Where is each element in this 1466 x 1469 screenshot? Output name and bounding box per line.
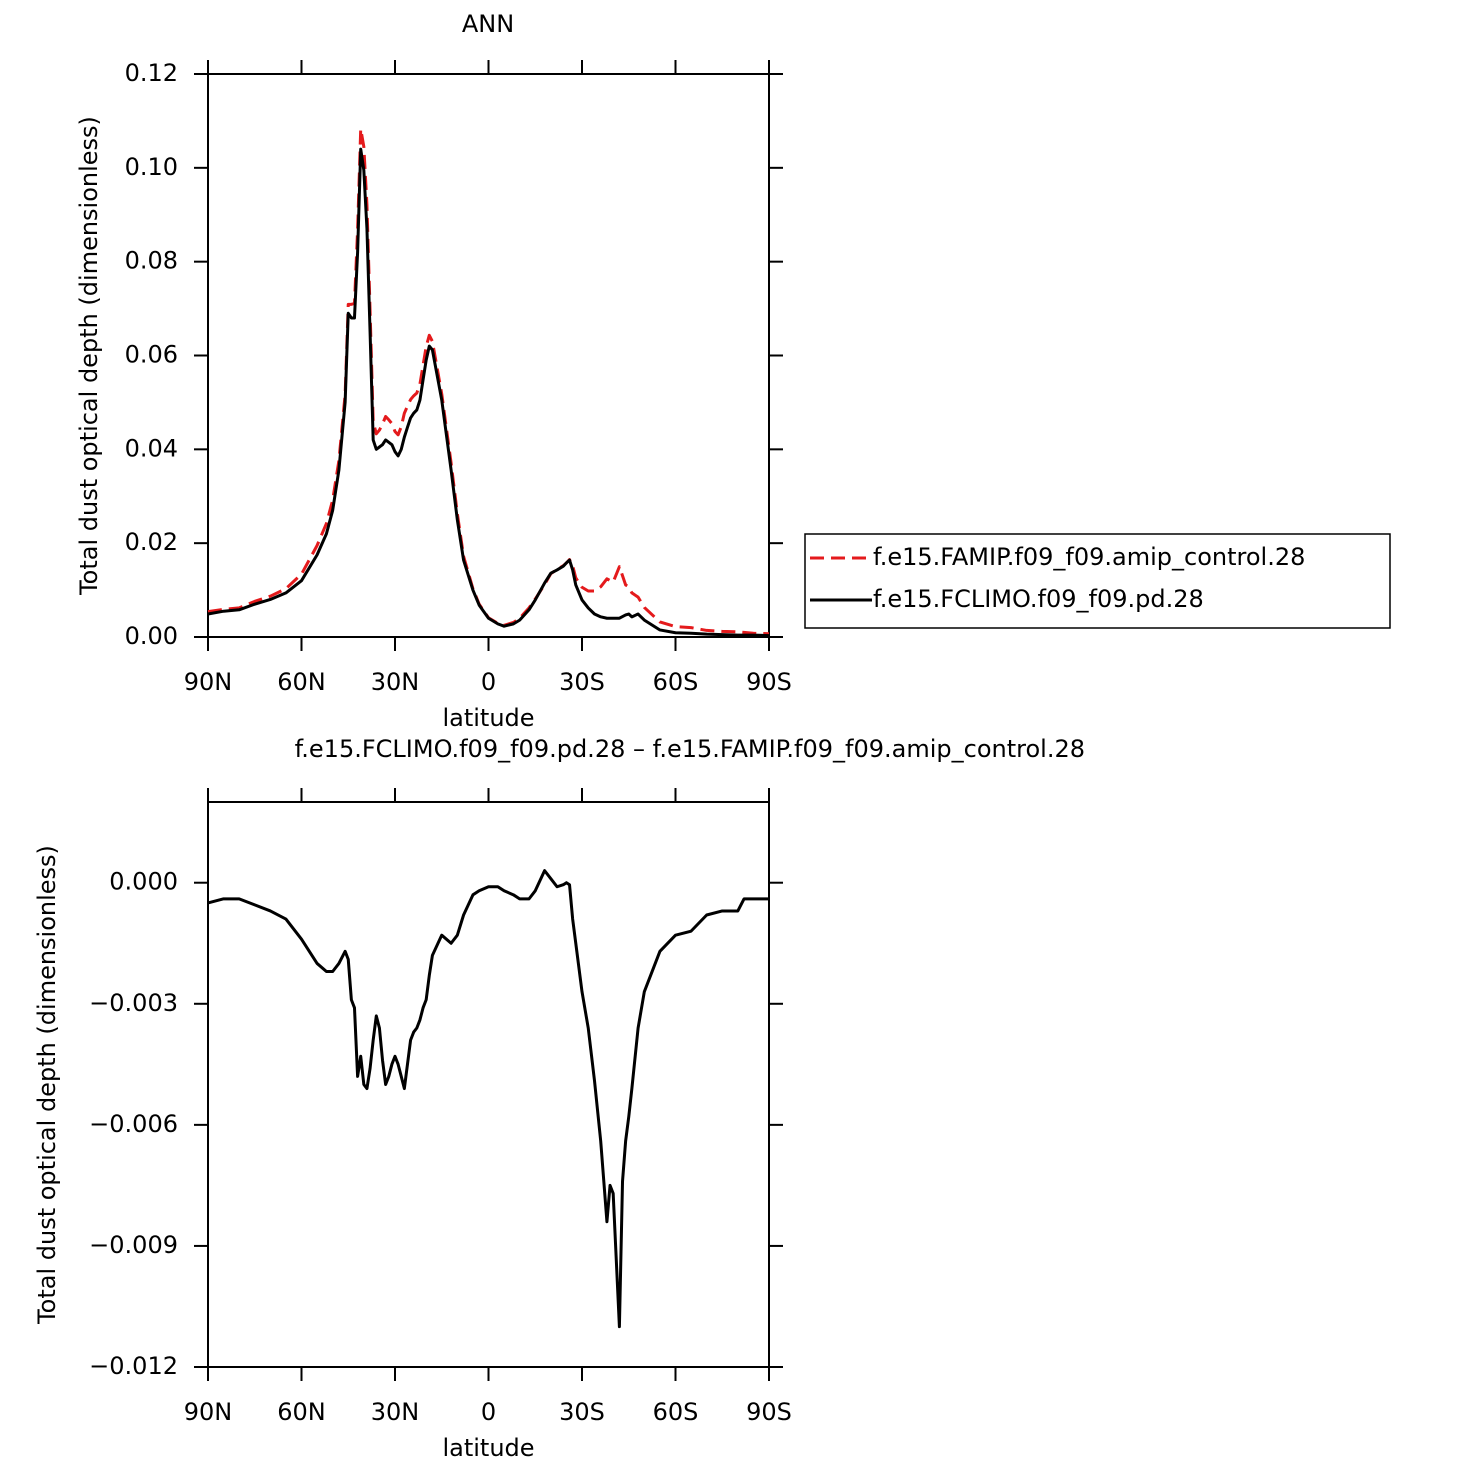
y-tick-label: 0.02 xyxy=(125,528,178,556)
y-tick-label: 0.04 xyxy=(125,434,178,462)
legend-label: f.e15.FAMIP.f09_f09.amip_control.28 xyxy=(873,543,1305,571)
legend-box xyxy=(804,533,1391,629)
y-tick-label: −0.003 xyxy=(89,989,178,1017)
y-axis-label: Total dust optical depth (dimensionless) xyxy=(33,845,61,1325)
x-tick-label: 90N xyxy=(184,668,233,696)
x-tick-label: 30N xyxy=(371,668,420,696)
x-axis-label: latitude xyxy=(442,1434,534,1462)
x-tick-label: 60N xyxy=(277,668,326,696)
y-tick-label: 0.12 xyxy=(125,59,178,87)
y-tick-label: −0.012 xyxy=(89,1352,178,1380)
y-tick-label: 0.10 xyxy=(125,153,178,181)
data-line xyxy=(207,869,769,1329)
x-tick-label: 90N xyxy=(184,1398,233,1426)
y-tick-label: 0.06 xyxy=(125,341,178,369)
x-tick-label: 60S xyxy=(653,668,699,696)
x-tick-label: 0 xyxy=(481,668,496,696)
chart-title: ANN xyxy=(462,10,514,38)
y-tick-label: −0.009 xyxy=(89,1231,178,1259)
y-tick-label: 0.000 xyxy=(109,868,178,896)
chart-title: f.e15.FCLIMO.f09_f09.pd.28 – f.e15.FAMIP… xyxy=(295,735,1085,763)
y-tick-label: −0.006 xyxy=(89,1110,178,1138)
x-tick-label: 90S xyxy=(746,1398,792,1426)
x-tick-label: 30S xyxy=(559,668,605,696)
x-axis-label: latitude xyxy=(442,704,534,732)
legend-label: f.e15.FCLIMO.f09_f09.pd.28 xyxy=(873,585,1204,613)
x-tick-label: 60S xyxy=(653,1398,699,1426)
chart: f.e15.FCLIMO.f09_f09.pd.28 – f.e15.FAMIP… xyxy=(33,735,1085,1462)
data-line xyxy=(207,147,770,638)
x-tick-label: 0 xyxy=(481,1398,496,1426)
x-tick-label: 30S xyxy=(559,1398,605,1426)
chart: ANN latitude Total dust optical depth (dim… xyxy=(75,10,1391,732)
y-tick-label: 0.08 xyxy=(125,247,178,275)
x-tick-label: 30N xyxy=(371,1398,420,1426)
y-tick-label: 0.00 xyxy=(125,622,178,650)
plot-frame xyxy=(207,801,770,1368)
data-line xyxy=(207,127,770,636)
x-tick-label: 90S xyxy=(746,668,792,696)
y-axis-label: Total dust optical depth (dimensionless) xyxy=(75,116,103,596)
plot-frame xyxy=(207,73,770,638)
x-tick-label: 60N xyxy=(277,1398,326,1426)
